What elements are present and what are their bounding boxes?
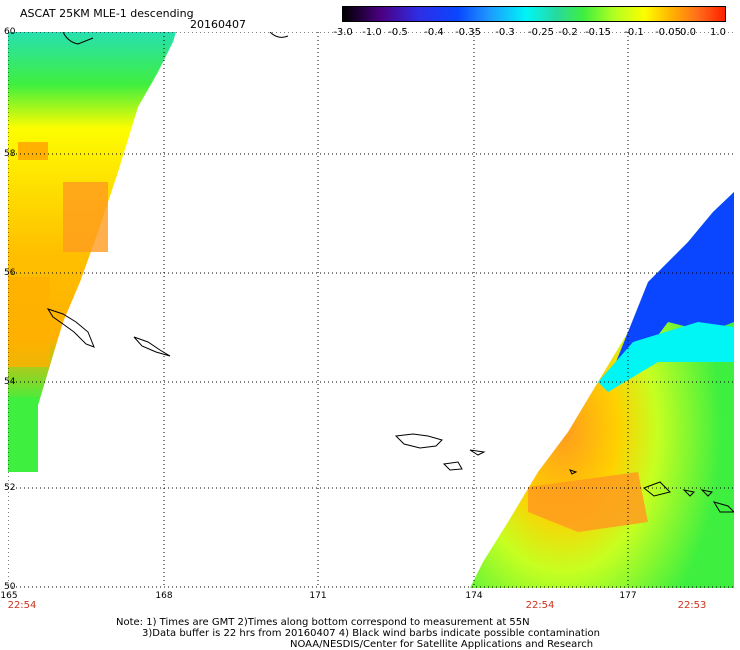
swath-east (470, 192, 734, 588)
note-line-2: 3)Data buffer is 22 hrs from 20160407 4)… (142, 628, 600, 639)
lat-lon-grid (8, 32, 734, 588)
latitude-label: 56 (4, 268, 16, 278)
product-date: 20160407 (190, 18, 246, 31)
color-scale-tick: -0.1 (624, 27, 644, 38)
note-line-1: Note: 1) Times are GMT 2)Times along bot… (116, 617, 530, 628)
color-scale-tick: -0.15 (585, 27, 611, 38)
color-scale-bar (342, 6, 726, 22)
latitude-label: 52 (4, 483, 16, 493)
longitude-label: 171 (309, 591, 327, 601)
latitude-label: 50 (4, 582, 16, 592)
swath-map (8, 32, 734, 588)
color-scale-tick: -0.5 (388, 27, 408, 38)
swath-west (8, 32, 176, 472)
longitude-label: 174 (465, 591, 483, 601)
color-scale-tick: -3.0 (333, 27, 353, 38)
color-scale-tick: -0.4 (424, 27, 444, 38)
longitude-label: 168 (155, 591, 173, 601)
coastlines (46, 32, 734, 513)
time-label: 22:53 (677, 600, 707, 611)
latitude-label: 60 (4, 27, 16, 37)
product-title: ASCAT 25KM MLE-1 descending (20, 7, 194, 20)
longitude-label: 165 (0, 591, 18, 601)
latitude-label: 58 (4, 149, 16, 159)
note-line-3: NOAA/NESDIS/Center for Satellite Applica… (290, 639, 594, 650)
time-label: 22:54 (525, 600, 555, 611)
time-label: 22:54 (7, 600, 37, 611)
color-scale-tick: 1.0 (710, 27, 726, 38)
longitude-label: 177 (619, 591, 637, 601)
latitude-label: 54 (4, 377, 16, 387)
